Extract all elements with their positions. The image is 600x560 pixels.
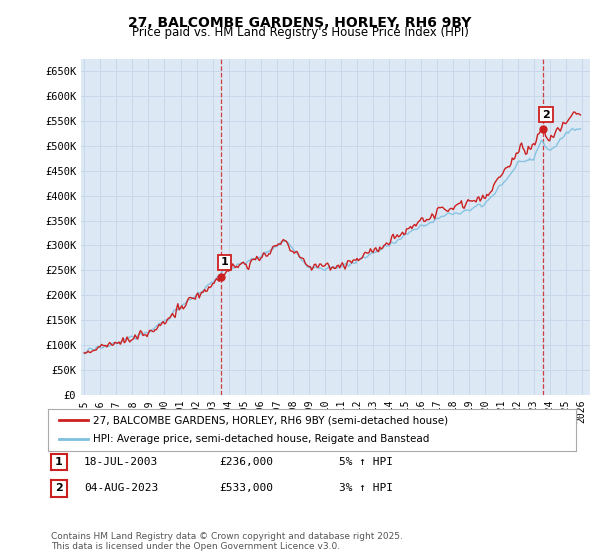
Text: £236,000: £236,000	[219, 457, 273, 467]
Text: 27, BALCOMBE GARDENS, HORLEY, RH6 9BY (semi-detached house): 27, BALCOMBE GARDENS, HORLEY, RH6 9BY (s…	[93, 415, 448, 425]
Text: 1: 1	[55, 457, 62, 467]
Text: 18-JUL-2003: 18-JUL-2003	[84, 457, 158, 467]
Text: Price paid vs. HM Land Registry's House Price Index (HPI): Price paid vs. HM Land Registry's House …	[131, 26, 469, 39]
Text: HPI: Average price, semi-detached house, Reigate and Banstead: HPI: Average price, semi-detached house,…	[93, 435, 429, 445]
Text: 3% ↑ HPI: 3% ↑ HPI	[339, 483, 393, 493]
Text: 5% ↑ HPI: 5% ↑ HPI	[339, 457, 393, 467]
Text: Contains HM Land Registry data © Crown copyright and database right 2025.
This d: Contains HM Land Registry data © Crown c…	[51, 532, 403, 552]
Text: £533,000: £533,000	[219, 483, 273, 493]
Text: 2: 2	[55, 483, 62, 493]
Text: 2: 2	[542, 110, 550, 119]
Text: 27, BALCOMBE GARDENS, HORLEY, RH6 9BY: 27, BALCOMBE GARDENS, HORLEY, RH6 9BY	[128, 16, 472, 30]
Text: 04-AUG-2023: 04-AUG-2023	[84, 483, 158, 493]
Text: 1: 1	[221, 258, 229, 267]
